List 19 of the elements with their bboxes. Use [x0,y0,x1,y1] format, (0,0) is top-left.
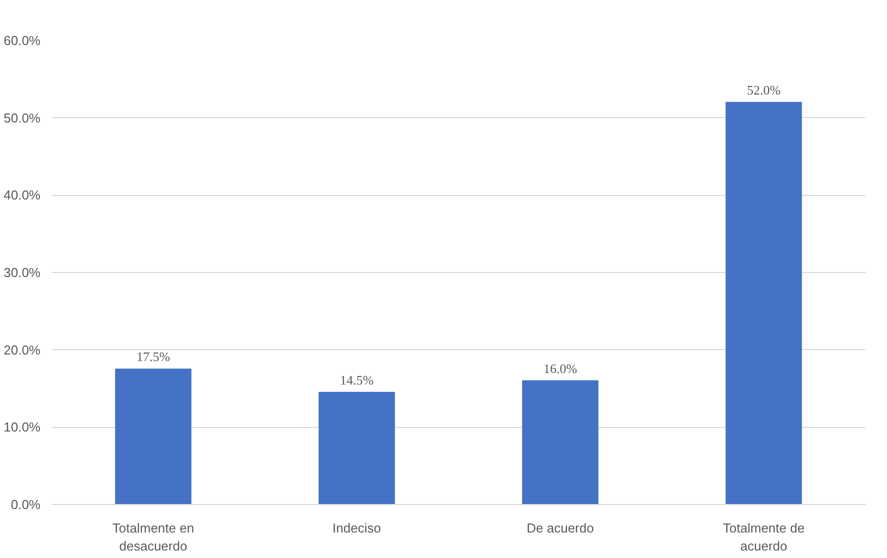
bar [115,368,192,504]
x-tick-label: Totalmente en desacuerdo [112,520,194,554]
y-tick-label: 60.0% [4,33,41,48]
x-tick-label: De acuerdo [526,520,594,536]
data-label: 14.5% [340,372,374,388]
y-tick-label: 20.0% [4,342,41,358]
y-tick-label: 30.0% [4,265,41,280]
data-label: 17.5% [136,349,170,364]
bar [726,102,802,504]
x-tick-label: Totalmente de acuerdo [722,520,805,554]
data-label: 16.0% [543,360,578,376]
bar [522,380,598,504]
y-tick-label: 0.0% [10,497,41,512]
x-tick-label: Indeciso [332,520,381,536]
y-tick-label: 50.0% [4,110,41,126]
y-tick-label: 10.0% [4,420,41,435]
bar [318,392,395,504]
data-label: 52.0% [746,82,781,98]
y-tick-label: 40.0% [4,188,41,203]
